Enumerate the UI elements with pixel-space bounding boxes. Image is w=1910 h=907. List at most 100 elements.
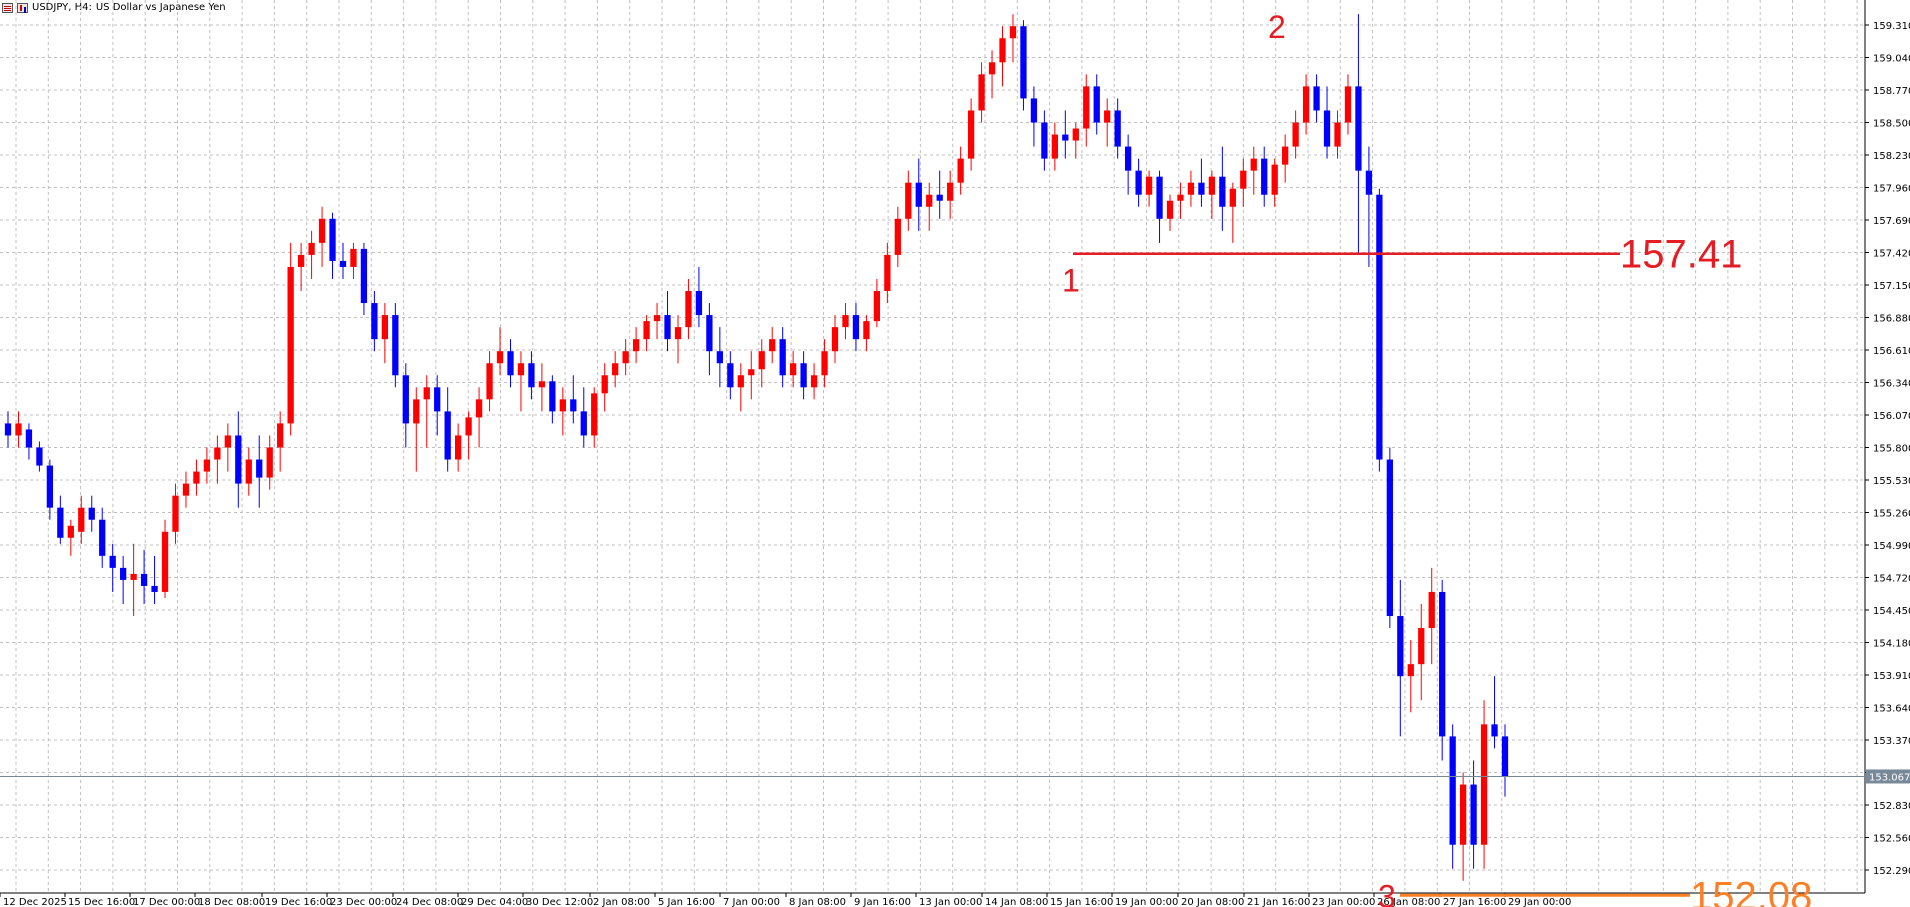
candle-body <box>1041 122 1048 159</box>
candle-body <box>1135 170 1142 195</box>
x-tick-label: 29 Jan 00:00 <box>1508 897 1571 907</box>
x-tick-label: 26 Jan 08:00 <box>1377 897 1440 907</box>
candle-body <box>1030 98 1038 123</box>
chart-type-icon[interactable] <box>17 2 28 13</box>
candle-body <box>664 315 671 340</box>
candle-body <box>1439 591 1446 737</box>
candle-body <box>1072 128 1079 141</box>
candle-body <box>1376 194 1383 460</box>
candle-body <box>308 242 315 255</box>
candle-body <box>685 291 692 328</box>
candle-body <box>109 555 116 568</box>
candle-body <box>266 447 273 478</box>
candle-body <box>528 363 535 388</box>
candle-body <box>580 411 587 436</box>
candle-body <box>423 387 430 400</box>
candles <box>4 14 1509 881</box>
candle-body <box>1302 86 1310 123</box>
candle-body <box>643 321 650 340</box>
candle-body <box>475 399 483 418</box>
candle-body <box>1344 86 1352 123</box>
level-price-152: 152.08 <box>1690 874 1812 907</box>
symbol-label: USDJPY, H4: <box>32 2 92 13</box>
candle-body <box>894 218 901 255</box>
x-tick-label: 17 Dec 00:00 <box>133 897 200 907</box>
x-tick-label: 20 Jan 08:00 <box>1181 897 1244 907</box>
candle-body <box>161 531 169 592</box>
candle-body <box>130 573 137 580</box>
candle-body <box>947 182 954 201</box>
candle-body <box>632 339 640 352</box>
candle-body <box>256 459 263 478</box>
candle-body <box>967 110 975 159</box>
candle-body <box>1261 158 1268 195</box>
chart-header: USDJPY, H4: US Dollar vs Japanese Yen <box>2 2 226 13</box>
candle-body <box>99 519 106 556</box>
candle-body <box>1177 194 1184 201</box>
candle-body <box>1334 122 1341 147</box>
candle-body <box>214 447 221 460</box>
candle-body <box>444 411 451 460</box>
candle-body <box>465 417 472 436</box>
y-tick-label: 157.960 <box>1873 184 1910 195</box>
candle-body <box>1009 26 1017 39</box>
candle-body <box>1323 110 1331 147</box>
candle-body <box>988 62 996 75</box>
x-tick-label: 19 Dec 16:00 <box>265 897 332 907</box>
y-tick-label: 158.500 <box>1873 119 1910 130</box>
candle-body <box>1219 176 1226 207</box>
candle-body <box>622 351 629 364</box>
candle-body <box>140 573 148 586</box>
candle-body <box>1187 182 1195 195</box>
y-tick-label: 152.290 <box>1873 866 1910 877</box>
candle-body <box>779 339 786 376</box>
candle-body <box>245 459 252 484</box>
x-tick-label: 18 Dec 08:00 <box>198 897 265 907</box>
candle-body <box>486 363 493 400</box>
candle-body <box>674 327 682 340</box>
x-tick-label: 12 Dec 2025 <box>3 897 67 907</box>
x-tick-label: 27 Jan 16:00 <box>1443 897 1506 907</box>
x-tick-label: 15 Dec 16:00 <box>68 897 135 907</box>
candle-body <box>25 429 33 448</box>
candle-body <box>1083 86 1090 129</box>
x-tick-label: 19 Jan 00:00 <box>1115 897 1178 907</box>
candle-body <box>884 254 891 292</box>
candle-body <box>1397 616 1404 677</box>
y-tick-label: 159.310 <box>1873 21 1910 32</box>
chart-window-icon[interactable] <box>2 2 13 13</box>
candle-body <box>695 291 703 316</box>
candle-body <box>915 182 922 207</box>
y-tick-label: 155.800 <box>1873 444 1910 455</box>
candle-body <box>402 375 409 424</box>
candle-body <box>821 351 828 376</box>
candle-body <box>15 423 22 436</box>
candle-body <box>297 254 305 267</box>
x-tick-label: 14 Jan 08:00 <box>985 897 1048 907</box>
candle-body <box>1470 784 1477 845</box>
candle-body <box>1313 86 1320 111</box>
y-tick-label: 156.880 <box>1873 314 1910 325</box>
candle-body <box>800 363 807 388</box>
y-tick-label: 154.720 <box>1873 574 1910 585</box>
candle-body <box>182 483 190 496</box>
annotation-2-label: 2 <box>1268 9 1286 45</box>
candle-body <box>706 315 713 352</box>
level-price-157: 157.41 <box>1620 233 1742 277</box>
annotation-1-label: 1 <box>1062 263 1080 299</box>
bid-price-box <box>1866 769 1910 784</box>
candle-body <box>1355 86 1362 171</box>
candle-body <box>57 507 64 538</box>
candle-body <box>329 218 336 261</box>
y-tick-label: 158.230 <box>1873 151 1910 162</box>
candle-body <box>1145 176 1153 195</box>
candle-body <box>78 507 85 532</box>
candle-body <box>1449 736 1456 845</box>
candle-body <box>1208 176 1216 195</box>
candle-body <box>842 315 849 328</box>
y-tick-label: 155.260 <box>1873 509 1910 520</box>
y-tick-label: 152.560 <box>1873 834 1910 845</box>
candle-body <box>1480 724 1488 845</box>
y-tick-label: 156.070 <box>1873 411 1910 422</box>
